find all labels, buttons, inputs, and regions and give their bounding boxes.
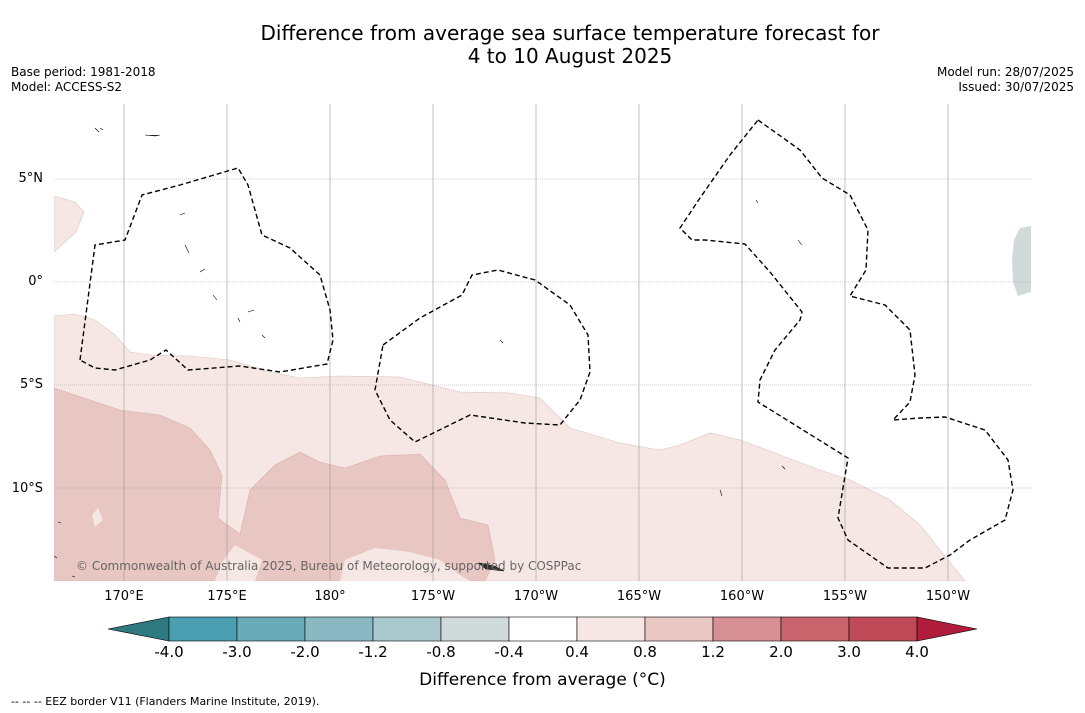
colorbar-segment bbox=[440, 616, 510, 642]
colorbar-tick-label: 0.8 bbox=[633, 643, 657, 661]
lon-label-175w: 175°W bbox=[410, 589, 456, 604]
lon-label-170e: 170°E bbox=[104, 589, 144, 604]
graticule bbox=[54, 104, 1031, 581]
lat-label-0: 0° bbox=[28, 274, 43, 289]
colorbar-segment bbox=[304, 616, 374, 642]
lat-label-5n: 5°N bbox=[18, 171, 44, 186]
lat-label-5s: 5°S bbox=[19, 377, 43, 392]
meta-left: Base period: 1981-2018 Model: ACCESS-S2 bbox=[11, 65, 156, 95]
lon-label-180: 180° bbox=[314, 589, 346, 604]
issued-date: Issued: 30/07/2025 bbox=[958, 80, 1074, 94]
eez-tuvalu-kiribati-west bbox=[79, 167, 334, 373]
anomaly-region-dark bbox=[54, 387, 496, 581]
title-line-1: Difference from average sea surface temp… bbox=[260, 21, 880, 45]
model-run: Model run: 28/07/2025 bbox=[936, 65, 1074, 79]
colorbar-segment bbox=[168, 616, 238, 642]
model-name: Model: ACCESS-S2 bbox=[11, 80, 123, 94]
colorbar-segment bbox=[848, 616, 918, 642]
colorbar-tick-label: -2.0 bbox=[290, 643, 320, 661]
lon-label-150w: 150°W bbox=[925, 589, 971, 604]
map-title: Difference from average sea surface temp… bbox=[0, 22, 1085, 68]
eez-borders bbox=[79, 119, 1014, 569]
colorbar-tick-label: -0.4 bbox=[494, 643, 524, 661]
base-period: Base period: 1981-2018 bbox=[11, 65, 156, 79]
lat-label-10s: 10°S bbox=[11, 481, 43, 496]
eez-phoenix-islands bbox=[374, 269, 591, 443]
anomaly-region-north bbox=[54, 195, 85, 253]
colorbar-segment bbox=[644, 616, 714, 642]
colorbar-tick-label: -0.8 bbox=[426, 643, 456, 661]
title-line-2: 4 to 10 August 2025 bbox=[467, 44, 673, 68]
colorbar-tick-label: 1.2 bbox=[701, 643, 725, 661]
lon-label-155w: 155°W bbox=[822, 589, 868, 604]
colorbar-tick-label: 3.0 bbox=[837, 643, 861, 661]
eez-footnote: -- -- -- EEZ border V11 (Flanders Marine… bbox=[11, 695, 320, 708]
meta-right: Model run: 28/07/2025 Issued: 30/07/2025 bbox=[937, 65, 1074, 95]
colorbar-tick-label: 2.0 bbox=[769, 643, 793, 661]
lon-label-170w: 170°W bbox=[513, 589, 559, 604]
lon-label-160w: 160°W bbox=[719, 589, 765, 604]
colorbar-tick-label: -4.0 bbox=[154, 643, 184, 661]
colorbar-tick-label: 0.4 bbox=[565, 643, 589, 661]
colorbar-segment bbox=[508, 616, 578, 642]
colorbar-segment bbox=[780, 616, 850, 642]
colorbar-tick-label: -1.2 bbox=[358, 643, 388, 661]
colorbar-title: Difference from average (°C) bbox=[419, 670, 666, 690]
colorbar bbox=[107, 616, 978, 642]
anomaly-region-cool bbox=[1012, 226, 1031, 296]
colorbar-segment bbox=[712, 616, 782, 642]
colorbar-extend-high bbox=[916, 616, 978, 642]
colorbar-segment bbox=[576, 616, 646, 642]
lon-label-175e: 175°E bbox=[207, 589, 247, 604]
anomaly-hole-3 bbox=[340, 548, 470, 581]
colorbar-extend-low bbox=[107, 616, 170, 642]
eez-line-islands bbox=[679, 119, 1014, 569]
colorbar-tick-label: 4.0 bbox=[905, 643, 929, 661]
lon-label-165w: 165°W bbox=[616, 589, 662, 604]
anomaly-hole-1 bbox=[92, 508, 103, 527]
islands bbox=[54, 127, 803, 578]
colorbar-segment bbox=[236, 616, 306, 642]
copyright-text: © Commonwealth of Australia 2025, Bureau… bbox=[76, 559, 581, 573]
colorbar-tick-label: -3.0 bbox=[222, 643, 252, 661]
colorbar-segment bbox=[372, 616, 442, 642]
